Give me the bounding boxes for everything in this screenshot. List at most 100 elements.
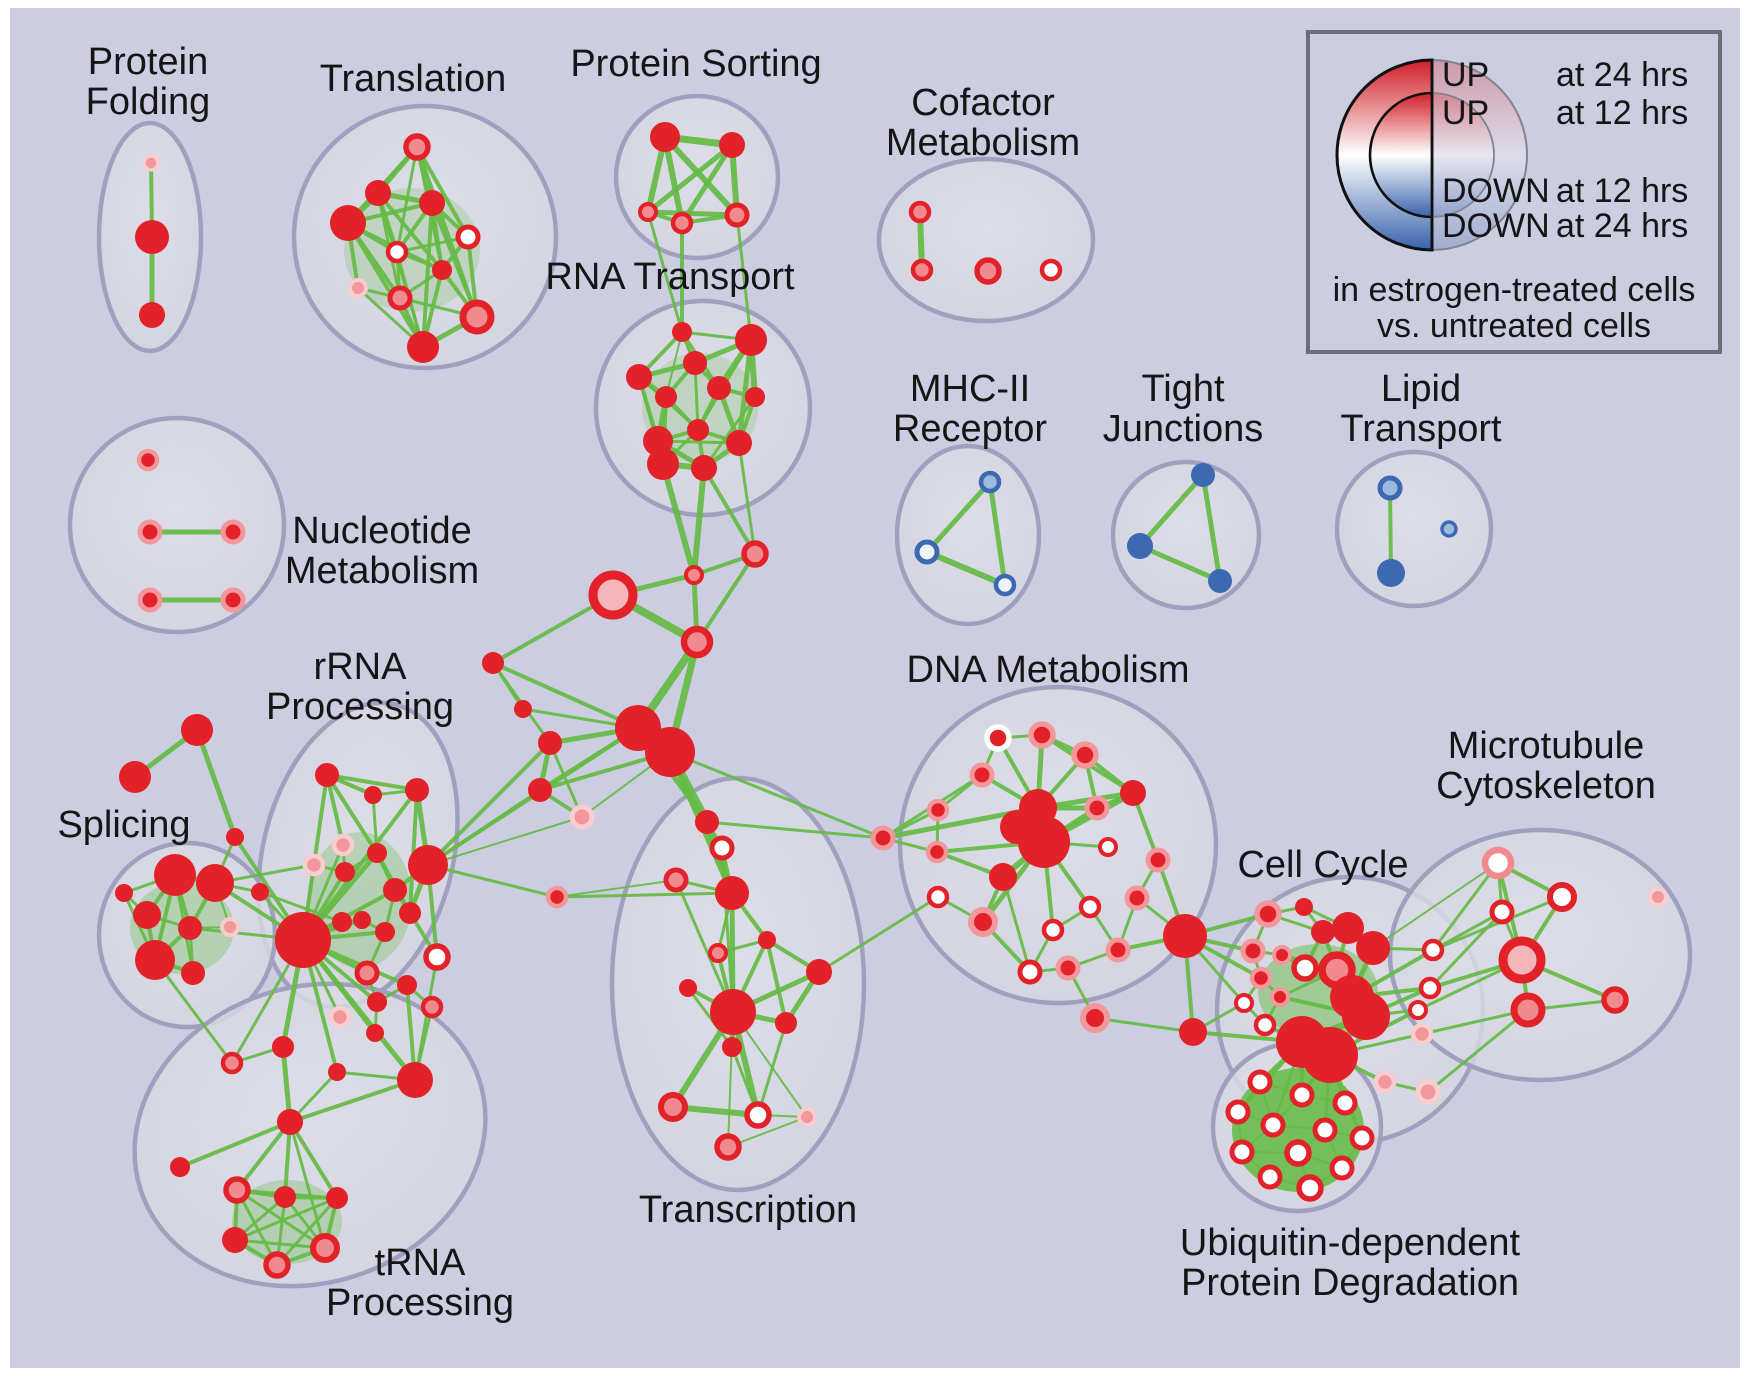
network-node-solid-red (687, 419, 709, 441)
network-node-pink-ring-red-center (220, 587, 246, 613)
cluster-label-rrna-processing: rRNA (314, 646, 408, 688)
network-node-solid-red (989, 863, 1017, 891)
network-node-pale-ring-pink-center (1410, 1022, 1434, 1046)
network-edge (556, 879, 677, 898)
network-node-pink-ring-red-center (545, 885, 569, 909)
cluster-label-nucleotide-metabolism: Nucleotide (292, 510, 472, 552)
network-node-solid-red (1163, 914, 1207, 958)
network-node-pink-ring-red-center (925, 840, 949, 864)
network-node-solid-red (1342, 992, 1390, 1040)
legend-caption: in estrogen-treated cells (1333, 271, 1696, 309)
cluster-label-protein-folding: Folding (86, 81, 211, 123)
network-node-solid-blue (1208, 569, 1232, 593)
network-node-red-ring-pink-center (223, 1176, 251, 1204)
legend-time-1: at 12 hrs (1556, 94, 1688, 132)
cluster-bubble-transcription (609, 775, 867, 1193)
network-node-solid-red (133, 901, 161, 929)
cluster-bubble-lipid-transport (1334, 449, 1494, 609)
cluster-label-cell-cycle: Cell Cycle (1237, 844, 1408, 886)
network-node-red-ring-white-center (1039, 258, 1063, 282)
network-edge (178, 1120, 292, 1169)
network-node-solid-red (275, 912, 331, 968)
network-edge (346, 221, 425, 349)
network-node-red-ring-pink-center (459, 299, 495, 335)
network-node-pale-ring-pink-center (569, 804, 595, 830)
network-node-blue-ring-light-center (1440, 520, 1458, 538)
network-node-pink-ring-red-center (1028, 721, 1056, 749)
network-edge (426, 741, 552, 867)
network-node-red-ring-white-center (1234, 993, 1254, 1013)
network-node-solid-red (1120, 780, 1146, 806)
network-node-pale-ring-pink-center (328, 1005, 352, 1029)
network-edge (1372, 862, 1499, 949)
cluster-label-cofactor-metabolism: Metabolism (886, 122, 1080, 164)
network-node-red-ring-white-center (709, 835, 735, 861)
network-node-blue-ring-white-center (993, 573, 1017, 597)
network-edge (1001, 875, 1032, 974)
network-edge (233, 1196, 339, 1242)
network-node-solid-red (482, 652, 504, 674)
network-node-pale-ring-pink-center (1415, 1079, 1441, 1105)
network-node-pink-ring-red-center (1124, 885, 1150, 911)
network-node-solid-red (367, 992, 387, 1012)
network-edge (491, 661, 640, 730)
network-node-red-ring-pink-center (310, 1233, 340, 1263)
network-node-red-ring-pink-center (724, 202, 750, 228)
network-node-pale-ring-pink-center (348, 278, 368, 298)
network-edge (660, 461, 697, 578)
legend-time-3: at 24 hrs (1556, 207, 1688, 245)
cluster-label-transcription: Transcription (639, 1189, 857, 1231)
network-node-solid-red (710, 989, 756, 1035)
network-node-solid-red (806, 959, 832, 985)
legend-direction-3: DOWN (1442, 207, 1550, 245)
network-node-solid-red (251, 883, 269, 901)
network-node-solid-red (407, 331, 439, 363)
network-node-pale-ring-pink-center (331, 833, 355, 857)
legend-time-0: at 24 hrs (1556, 56, 1688, 94)
network-edge (288, 1120, 327, 1250)
network-node-red-ring-pink-center (354, 960, 380, 986)
network-node-red-ring-pink-center (670, 211, 694, 235)
network-edge (765, 938, 788, 1025)
network-edge (194, 727, 238, 840)
network-node-solid-red (514, 700, 532, 718)
network-node-pale-ring-pink-center (797, 1107, 817, 1127)
network-node-solid-red (135, 220, 169, 254)
network-node-red-ring-pink-center (420, 995, 444, 1019)
network-edge (421, 201, 434, 349)
cluster-label-protein-sorting: Protein Sorting (570, 43, 821, 85)
network-node-solid-red (383, 878, 407, 902)
cluster-label-lipid-transport: Lipid (1381, 368, 1461, 410)
network-node-solid-red (715, 876, 749, 910)
network-node-red-ring-pink-center (741, 540, 769, 568)
network-edge (258, 890, 344, 924)
network-edge (1137, 472, 1206, 549)
network-node-red-ring-white-center (385, 240, 409, 264)
cluster-label-rna-transport: RNA Transport (545, 256, 795, 298)
network-node-solid-red (726, 430, 752, 456)
network-node-solid-red (335, 862, 355, 882)
network-node-red-ring-pink-center (708, 943, 728, 963)
network-node-solid-blue (1377, 559, 1405, 587)
network-node-red-ring-white-center (1418, 976, 1442, 1000)
network-edge (1428, 910, 1504, 990)
network-node-red-ring-white-center (1253, 1013, 1277, 1037)
network-node-solid-red (538, 731, 562, 755)
network-edge (275, 1196, 339, 1267)
legend-halo-inner-left (1368, 91, 1434, 219)
cluster-label-protein-folding: Protein (88, 41, 208, 83)
network-edge (756, 1021, 788, 1117)
network-node-pink-ring-red-center (137, 587, 163, 613)
legend-caption: vs. untreated cells (1377, 307, 1651, 345)
network-node-red-ring-pink-center (387, 285, 413, 311)
network-edge (665, 331, 683, 398)
network-node-red-ring-white-center (1408, 1000, 1428, 1020)
cluster-label-translation: Translation (320, 58, 507, 100)
network-edge (645, 209, 740, 218)
cluster-bubble-mhc-ii-receptor (894, 443, 1042, 627)
network-node-solid-red (683, 351, 707, 375)
network-node-pink-ring-red-center (1105, 937, 1131, 963)
network-node-red-ring-pink-center (663, 867, 689, 893)
network-node-red-ring-pink-center (403, 133, 431, 161)
